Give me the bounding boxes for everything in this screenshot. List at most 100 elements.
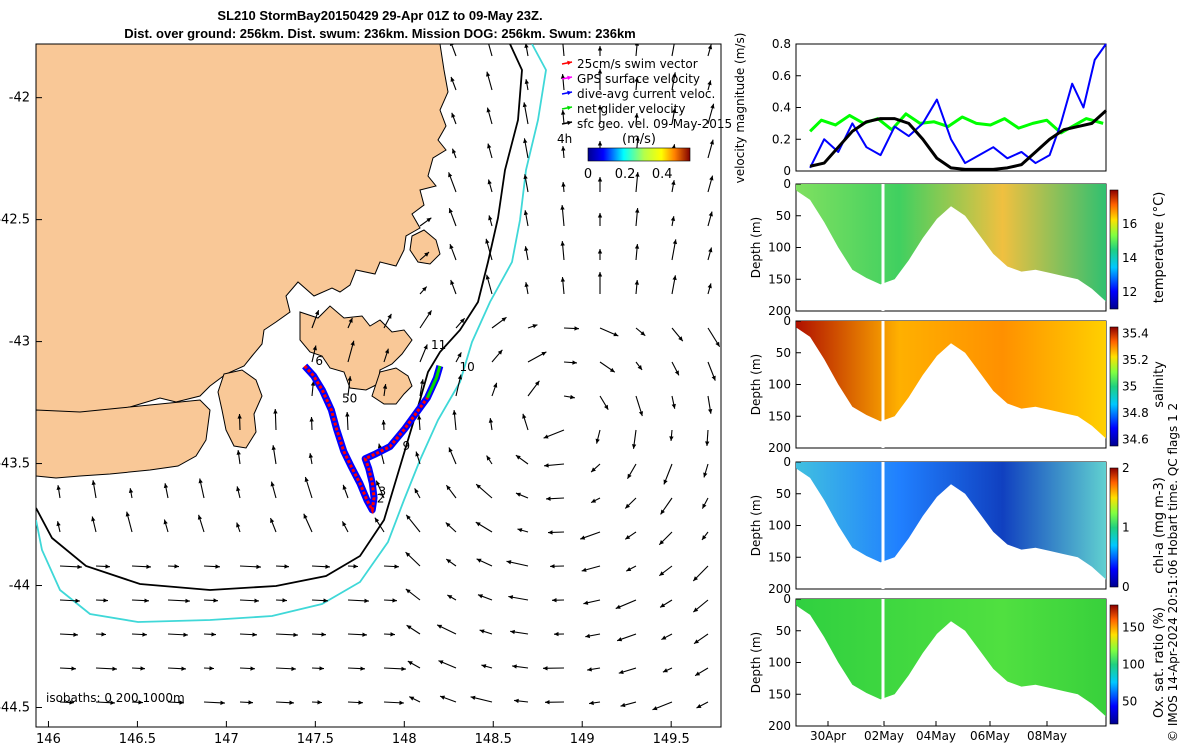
sfc-velocity-arrow <box>95 564 111 569</box>
velocity-y-tick-label: 0.8 <box>772 37 791 51</box>
sfc-velocity-arrow <box>599 361 616 373</box>
section-salinity: 0 50 100 150 200 Depth (m) 34.6 34.8 35 35.2 35.4 s… <box>749 314 1167 455</box>
map-x-tick-label: 149.5 <box>653 732 690 747</box>
sfc-velocity-arrow <box>560 205 565 227</box>
legend-swatch <box>561 60 573 66</box>
sfc-velocity-arrow <box>524 282 529 295</box>
sfc-velocity-arrow <box>310 381 316 397</box>
sfc-velocity-arrow <box>455 317 466 329</box>
section-y-label: Depth (m) <box>749 354 763 415</box>
sfc-velocity-arrow <box>452 410 457 431</box>
sfc-velocity-arrow <box>438 660 457 669</box>
sfc-velocity-arrow <box>707 327 721 347</box>
section-y-tick-label: 150 <box>768 687 791 701</box>
tasmania-land <box>36 44 449 421</box>
sfc-velocity-arrow <box>597 69 603 90</box>
sfc-velocity-arrow <box>449 44 457 57</box>
sfc-velocity-arrow <box>635 327 646 337</box>
legend-swatch <box>561 105 573 111</box>
map-x-tick-label: 148.5 <box>475 732 512 747</box>
section-colorbar-tick: 2 <box>1122 461 1130 475</box>
sfc-velocity-arrow <box>545 496 565 501</box>
sfc-velocity-arrow <box>634 77 639 91</box>
legend-label: 25cm/s swim vector <box>577 57 698 71</box>
isobath-1000m <box>36 44 547 623</box>
sfc-velocity-arrow <box>383 632 396 637</box>
sfc-velocity-arrow <box>589 700 601 706</box>
map-x-tick-label: 146.5 <box>119 732 156 747</box>
section-colorbar-tick: 14 <box>1122 251 1137 265</box>
sfc-velocity-arrow <box>658 531 673 546</box>
section-y-tick-label: 100 <box>768 378 791 392</box>
track-label: 6 <box>315 354 323 368</box>
sfc-velocity-arrow <box>131 666 146 671</box>
sfc-velocity-arrow <box>203 666 215 671</box>
sfc-velocity-arrow <box>705 429 710 447</box>
sfc-velocity-arrow <box>455 374 463 397</box>
sfc-velocity-arrow <box>590 497 601 504</box>
sfc-velocity-arrow <box>275 598 288 603</box>
section-colorbar-tick: 16 <box>1122 217 1137 231</box>
track-labels: 6 50 9 32 11 10 <box>315 338 474 506</box>
sfc-velocity-arrow <box>597 105 603 124</box>
sfc-velocity-arrow <box>439 695 457 703</box>
sfc-velocity-arrow <box>707 247 713 261</box>
section-colorbar-label: Ox. sat. ratio (%) <box>1152 607 1167 718</box>
sfc-velocity-arrow <box>563 394 575 400</box>
sfc-velocity-arrow <box>448 172 457 193</box>
net-velocity-track <box>426 365 442 399</box>
sfc-velocity-arrow <box>486 107 493 125</box>
sfc-velocity-arrow <box>595 429 601 444</box>
date-tick-label: 04May <box>916 729 956 743</box>
sfc-velocity-arrow <box>239 598 260 603</box>
section-y-tick-label: 100 <box>768 241 791 255</box>
sfc-velocity-arrow <box>616 633 637 642</box>
sfc-velocity-arrow <box>485 274 493 295</box>
sfc-velocity-arrow <box>383 564 400 569</box>
section-colorbar-label: salinity <box>1152 361 1167 408</box>
section-colorbar-tick: 100 <box>1122 658 1145 672</box>
sfc-velocity-arrow <box>56 521 61 533</box>
sfc-velocity-arrow <box>590 463 601 473</box>
sfc-velocity-arrow <box>560 241 565 261</box>
sfc-velocity-arrow <box>311 345 317 363</box>
legend-swatch <box>561 120 573 126</box>
sfc-velocity-arrow <box>270 481 277 499</box>
section-y-tick-label: 0 <box>783 314 791 328</box>
sfc-velocity-arrow <box>701 497 709 509</box>
sfc-velocity-arrow <box>524 79 529 91</box>
sfc-velocity-arrow <box>488 44 493 57</box>
sfc-velocity-arrow <box>383 700 405 705</box>
sfc-velocity-arrow <box>95 666 118 671</box>
sfc-velocity-arrow <box>481 664 493 669</box>
section-field <box>796 321 1106 439</box>
section-colorbar-tick: 12 <box>1122 285 1137 299</box>
sfc-velocity-arrow <box>275 564 290 569</box>
section-y-tick-label: 150 <box>768 550 791 564</box>
sfc-velocity-arrow <box>347 317 353 329</box>
sfc-velocity-arrow <box>560 74 566 91</box>
sfc-velocity-arrow <box>405 551 421 567</box>
sfc-velocity-arrow <box>275 666 297 671</box>
sfc-velocity-arrow <box>553 631 565 637</box>
sfc-velocity-arrow <box>599 395 609 411</box>
velocity-series-line <box>809 43 1107 169</box>
sfc-velocity-arrow <box>671 327 684 342</box>
sfc-velocity-arrow <box>407 660 421 669</box>
sfc-velocity-arrow <box>405 588 421 601</box>
velocity-frame <box>795 43 1107 172</box>
sfc-velocity-arrow <box>417 414 422 431</box>
sfc-velocity-arrow <box>269 517 277 533</box>
figure-subtitle: Dist. over ground: 256km. Dist. swum: 23… <box>124 26 636 41</box>
sfc-velocity-arrow <box>419 251 430 261</box>
sfc-velocity-arrow <box>597 249 603 260</box>
sfc-velocity-arrow <box>671 44 675 57</box>
sfc-velocity-arrow <box>236 450 241 465</box>
swim-vector-track <box>303 364 442 515</box>
legend-label: net glider velocity <box>577 102 685 116</box>
sfc-velocity-arrow <box>239 564 262 569</box>
isobath-legend: isobaths: 0 200 1000m <box>46 691 185 705</box>
sfc-velocity-arrow <box>382 384 388 397</box>
colorbar-unit-label: (m/s) <box>622 132 656 147</box>
